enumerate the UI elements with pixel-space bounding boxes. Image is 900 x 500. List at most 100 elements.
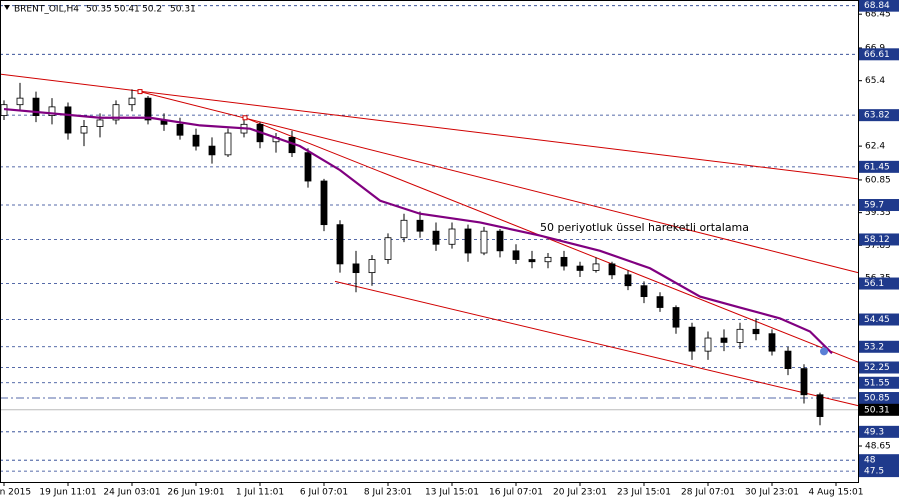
candle-body xyxy=(176,123,184,136)
level-label: 54.45 xyxy=(864,315,890,325)
candle-body xyxy=(384,237,392,260)
candle-body xyxy=(400,219,408,239)
trendline-anchor xyxy=(242,115,248,121)
x-tick-label: 28 Jul 07:01 xyxy=(681,488,735,498)
level-label: 48 xyxy=(864,456,876,466)
current-price-label: 50.31 xyxy=(864,405,890,415)
current-price-box xyxy=(859,403,899,416)
x-tick-label: 13 Jul 15:01 xyxy=(425,488,479,498)
level-label-box xyxy=(859,376,899,389)
candle-body xyxy=(528,259,536,263)
level-label: 68.84 xyxy=(864,1,890,11)
candle-body xyxy=(736,328,744,343)
candle-body xyxy=(512,250,520,260)
level-label: 66.61 xyxy=(864,50,890,60)
candle-body xyxy=(336,224,344,265)
candle-body xyxy=(624,274,632,287)
x-tick-label: 16 Jun 2015 xyxy=(0,488,31,498)
candle-body xyxy=(144,97,152,121)
y-tick-label: 65.4 xyxy=(865,76,885,86)
candle-body xyxy=(592,263,600,271)
candle-body xyxy=(576,265,584,271)
header-value: 50.31 xyxy=(170,5,196,15)
candle-body xyxy=(752,328,760,335)
trendline xyxy=(139,91,859,274)
candle-body xyxy=(560,256,568,267)
plot-area xyxy=(0,5,859,472)
x-tick-label: 1 Jul 11:01 xyxy=(236,488,284,498)
y-tick-label: 60.85 xyxy=(865,175,891,185)
ema-line xyxy=(3,107,833,355)
level-label-box xyxy=(859,340,899,353)
candle-body xyxy=(48,106,56,116)
level-label-box xyxy=(859,454,899,467)
level-label: 63.82 xyxy=(864,111,890,121)
candle-body xyxy=(800,368,808,396)
candle-body xyxy=(128,97,136,106)
level-label-box xyxy=(859,109,899,122)
level-label: 49.3 xyxy=(864,427,884,437)
candle-body xyxy=(448,228,456,245)
header-value: 50.2 xyxy=(142,5,162,15)
candle-body xyxy=(688,326,696,352)
candle-body xyxy=(784,350,792,369)
level-label-box xyxy=(859,199,899,212)
y-tick-label: 59.35 xyxy=(865,208,891,218)
level-label: 47.5 xyxy=(864,467,884,477)
y-tick-label: 57.85 xyxy=(865,241,891,251)
level-label-box xyxy=(859,277,899,290)
candle-body xyxy=(416,219,424,232)
x-tick-label: 30 Jul 23:01 xyxy=(745,488,799,498)
trendline xyxy=(0,73,859,180)
x-tick-label: 24 Jun 03:01 xyxy=(103,488,160,498)
candle-body xyxy=(16,97,24,106)
header-icon xyxy=(4,5,10,10)
level-label: 52.25 xyxy=(864,363,890,373)
candle-body xyxy=(112,104,120,121)
candle-body xyxy=(768,333,776,352)
level-label: 51.55 xyxy=(864,378,890,388)
y-tick-label: 48.65 xyxy=(865,442,891,452)
candle-body xyxy=(720,337,728,343)
x-tick-label: 26 Jun 19:01 xyxy=(167,488,224,498)
x-tick-label: 16 Jul 07:01 xyxy=(489,488,543,498)
ema-end-dot xyxy=(820,347,828,356)
candle-body xyxy=(320,180,328,226)
candle-body xyxy=(64,106,72,134)
trendline xyxy=(334,280,859,407)
x-tick-label: 4 Aug 15:01 xyxy=(809,488,864,498)
x-tick-label: 19 Jun 11:01 xyxy=(39,488,96,498)
candle-body xyxy=(80,126,88,134)
level-label-box xyxy=(859,392,899,405)
trendline-anchor xyxy=(137,89,143,95)
candle-body xyxy=(192,134,200,147)
level-label: 53.2 xyxy=(864,342,884,352)
candle-body xyxy=(544,256,552,263)
candle-body xyxy=(640,285,648,298)
level-label-box xyxy=(859,361,899,374)
level-label-box xyxy=(859,160,899,173)
x-tick-label: 6 Jul 07:01 xyxy=(300,488,348,498)
candle-body xyxy=(432,230,440,245)
candle-body xyxy=(352,263,360,274)
level-label-box xyxy=(859,425,899,438)
level-label: 61.45 xyxy=(864,162,890,172)
candle-body xyxy=(496,230,504,252)
y-tick-label: 62.4 xyxy=(865,142,885,152)
plot-border xyxy=(0,0,859,483)
annotation: 50 periyotluk üssel hareketli ortalama xyxy=(540,221,749,234)
candle-body xyxy=(480,230,488,254)
level-label-box xyxy=(859,48,899,61)
candle-body xyxy=(96,119,104,127)
header-value: 50.41 xyxy=(114,5,140,15)
level-label-box xyxy=(859,0,899,12)
level-label-box xyxy=(859,313,899,326)
candle-body xyxy=(368,259,376,274)
candle-body xyxy=(704,337,712,352)
candle-body xyxy=(672,307,680,328)
level-label: 59.7 xyxy=(864,201,884,211)
level-label: 58.12 xyxy=(864,235,890,245)
level-label: 56.1 xyxy=(864,279,884,289)
